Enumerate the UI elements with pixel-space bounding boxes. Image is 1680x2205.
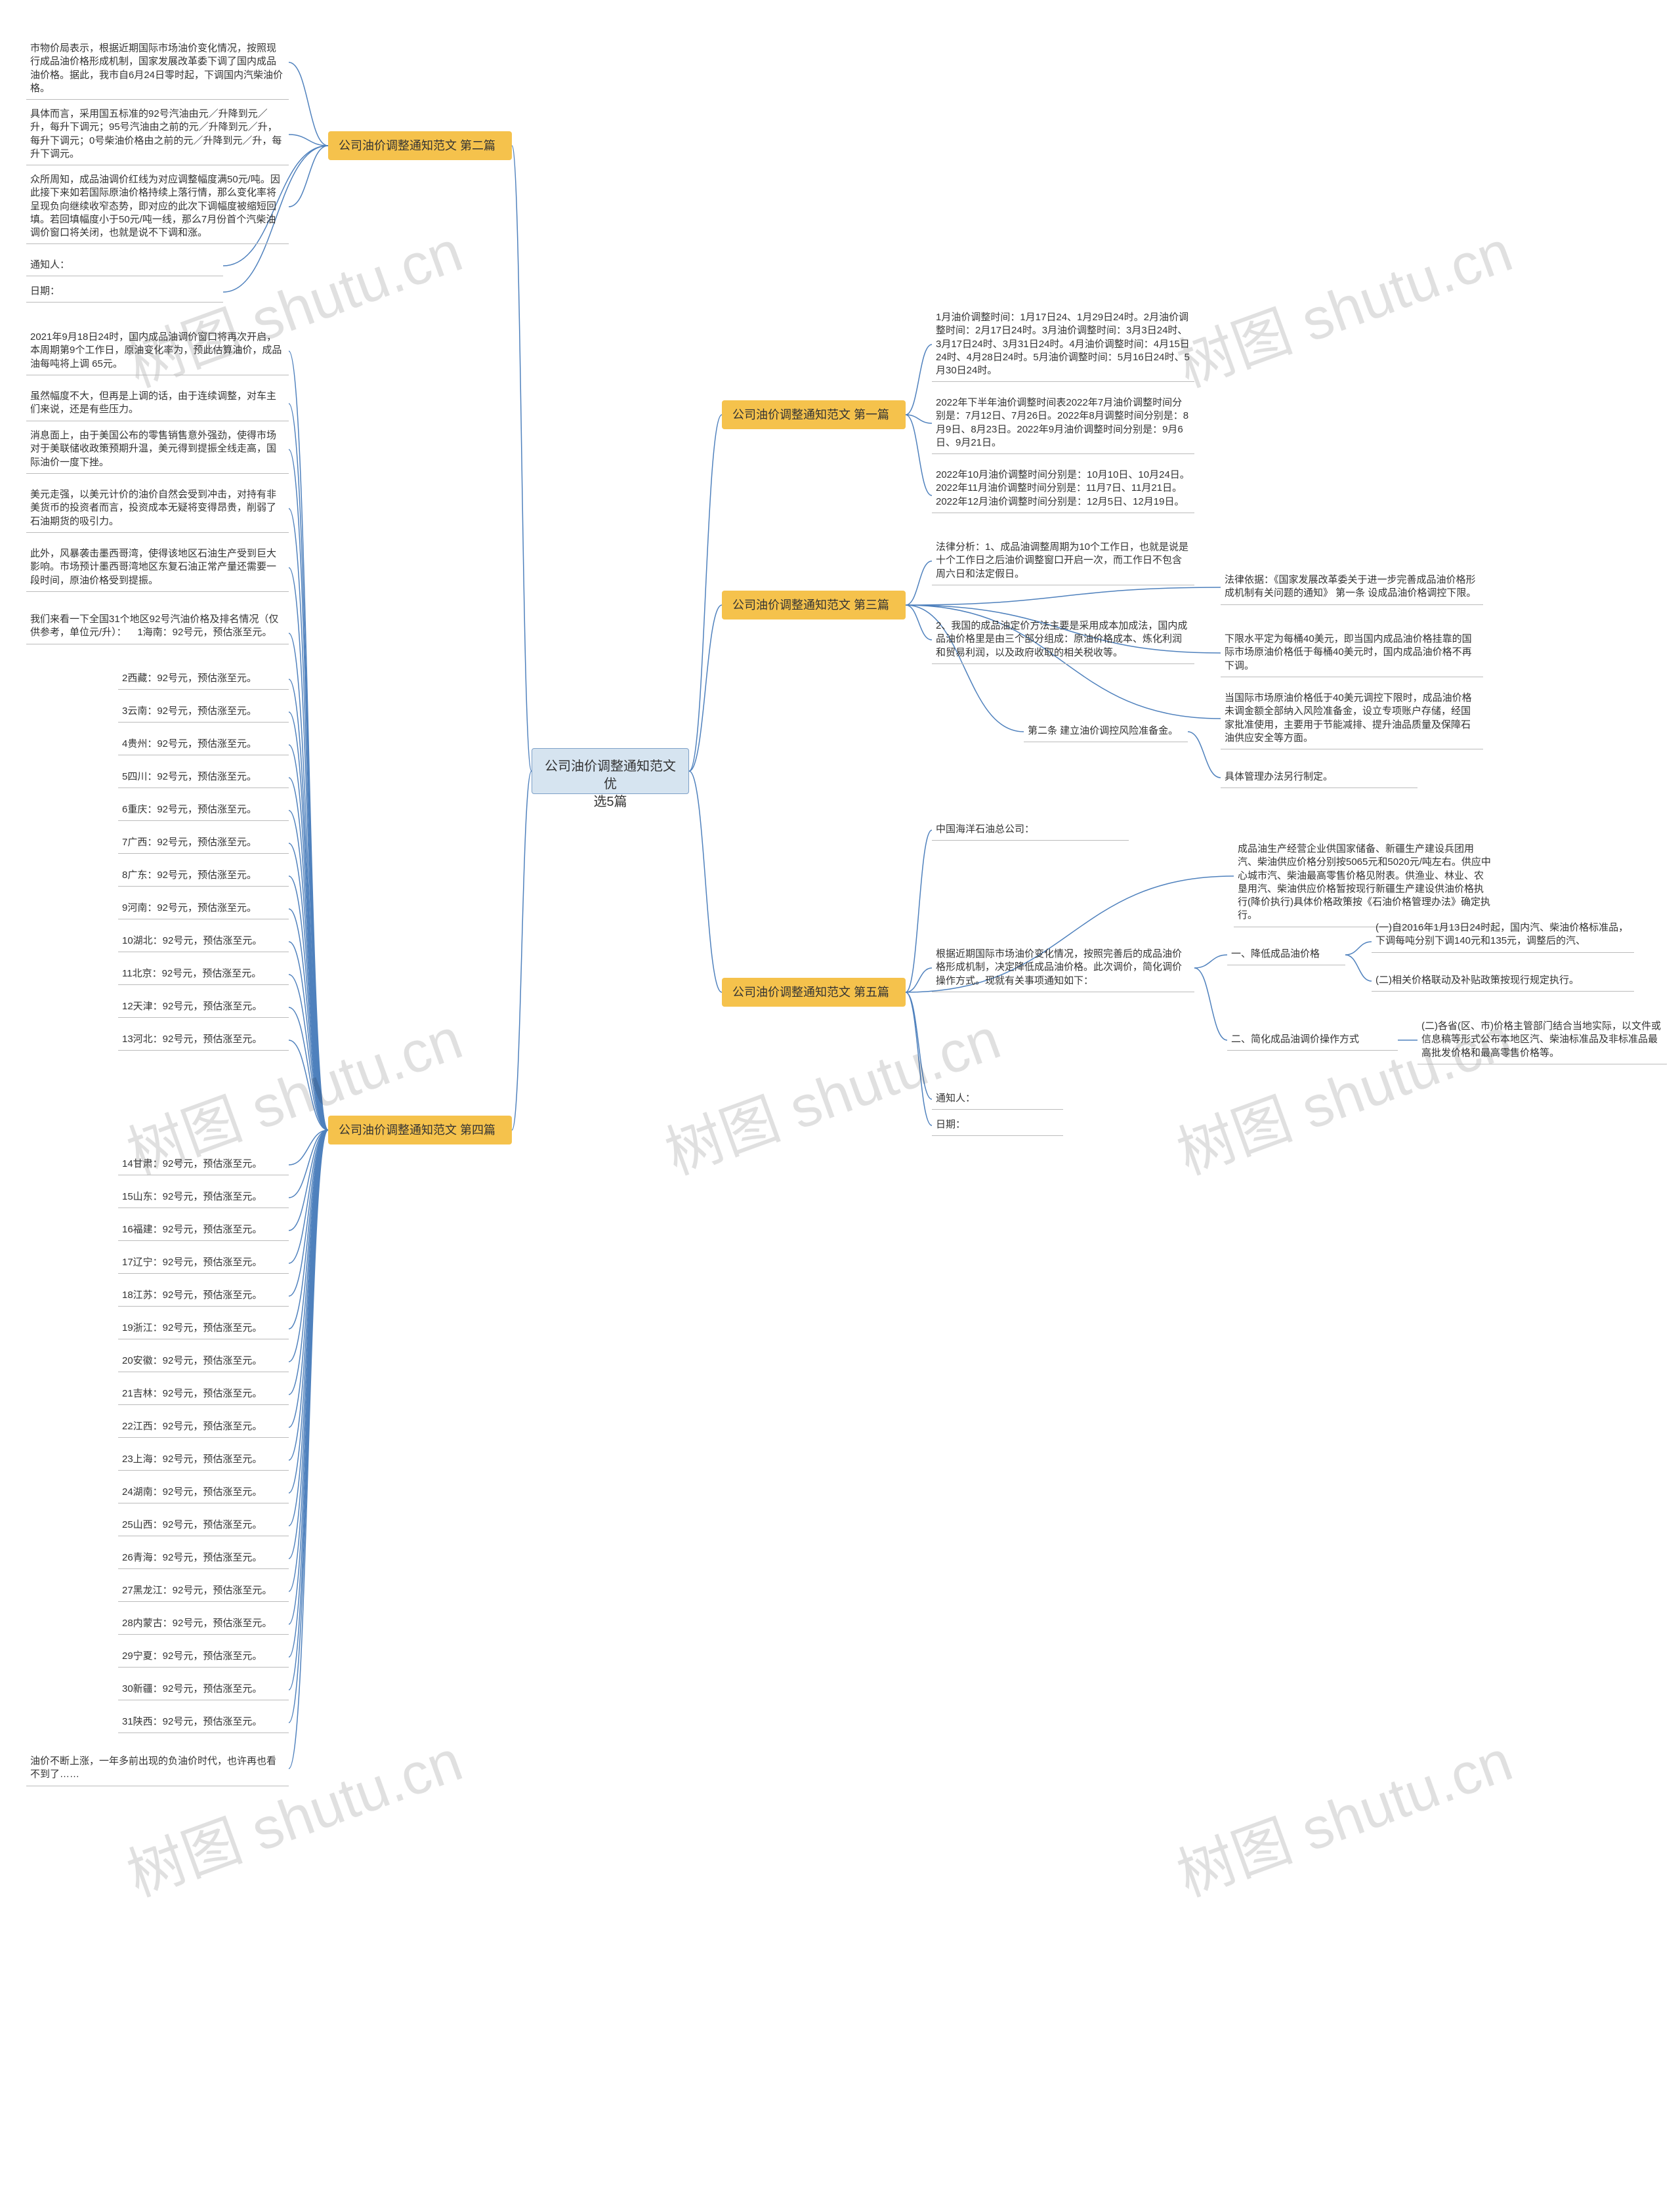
mindmap-leaf: 5四川：92号元，预估涨至元。: [118, 768, 289, 788]
mindmap-leaf: 17辽宁：92号元，预估涨至元。: [118, 1253, 289, 1274]
mindmap-leaf: 26青海：92号元，预估涨至元。: [118, 1549, 289, 1569]
mindmap-branch: 公司油价调整通知范文 第四篇: [328, 1116, 512, 1144]
watermark: 树图 shutu.cn: [1164, 1715, 1521, 1913]
mindmap-leaf: 12天津：92号元，预估涨至元。: [118, 998, 289, 1018]
mindmap-leaf: 我们来看一下全国31个地区92号汽油价格及排名情况（仅供参考，单位元/升）： 1…: [26, 610, 289, 644]
mindmap-leaf: 法律分析：1、成品油调整周期为10个工作日，也就是说是十个工作日之后油价调整窗口…: [932, 538, 1194, 585]
mindmap-leaf: 18江苏：92号元，预估涨至元。: [118, 1286, 289, 1307]
mindmap-leaf: 二、简化成品油调价操作方式: [1227, 1030, 1398, 1051]
mindmap-leaf: 23上海：92号元，预估涨至元。: [118, 1450, 289, 1471]
mindmap-branch: 公司油价调整通知范文 第二篇: [328, 131, 512, 160]
mindmap-leaf: 20安徽：92号元，预估涨至元。: [118, 1352, 289, 1372]
mindmap-leaf: 下限水平定为每桶40美元，即当国内成品油价格挂靠的国际市场原油价格低于每桶40美…: [1221, 630, 1483, 677]
mindmap-leaf: 16福建：92号元，预估涨至元。: [118, 1221, 289, 1241]
mindmap-leaf: 28内蒙古：92号元，预估涨至元。: [118, 1614, 289, 1635]
mindmap-leaf: 市物价局表示，根据近期国际市场油价变化情况，按照现行成品油价格形成机制，国家发展…: [26, 39, 289, 100]
mindmap-leaf: 日期：: [26, 282, 223, 303]
mindmap-leaf: 虽然幅度不大，但再是上调的话，由于连续调整，对车主们来说，还是有些压力。: [26, 387, 289, 421]
mindmap-leaf: 通知人：: [932, 1089, 1063, 1110]
mindmap-leaf: 24湖南：92号元，预估涨至元。: [118, 1483, 289, 1503]
watermark: 树图 shutu.cn: [114, 1715, 471, 1913]
mindmap-leaf: 8广东：92号元，预估涨至元。: [118, 866, 289, 887]
mindmap-branch: 公司油价调整通知范文 第一篇: [722, 400, 906, 429]
mindmap-leaf: 美元走强，以美元计价的油价自然会受到冲击，对持有非美货币的投资者而言，投资成本无…: [26, 486, 289, 533]
mindmap-leaf: 11北京：92号元，预估涨至元。: [118, 965, 289, 985]
mindmap-leaf: 2022年10月油价调整时间分别是：10月10日、10月24日。2022年11月…: [932, 466, 1194, 513]
mindmap-leaf: (二)相关价格联动及补贴政策按现行规定执行。: [1372, 971, 1634, 992]
mindmap-leaf: 29宁夏：92号元，预估涨至元。: [118, 1647, 289, 1668]
mindmap-leaf: 此外，风暴袭击墨西哥湾，使得该地区石油生产受到巨大影响。市场预计墨西哥湾地区东复…: [26, 545, 289, 592]
mindmap-leaf: 2021年9月18日24时，国内成品油调价窗口将再次开启，本周期第9个工作日，原…: [26, 328, 289, 375]
mindmap-leaf: 3云南：92号元，预估涨至元。: [118, 702, 289, 723]
mindmap-leaf: 第二条 建立油价调控风险准备金。: [1024, 722, 1188, 742]
mindmap-leaf: (二)各省(区、市)价格主管部门结合当地实际，以文件或信息稿等形式公布本地区汽、…: [1418, 1017, 1667, 1064]
mindmap-leaf: 当国际市场原油价格低于40美元调控下限时，成品油价格未调金额全部纳入风险准备金，…: [1221, 689, 1483, 749]
mindmap-leaf: 30新疆：92号元，预估涨至元。: [118, 1680, 289, 1700]
mindmap-leaf: 日期：: [932, 1116, 1063, 1136]
mindmap-leaf: 9河南：92号元，预估涨至元。: [118, 899, 289, 919]
mindmap-root: 公司油价调整通知范文优 选5篇: [532, 748, 689, 794]
mindmap-leaf: 31陕西：92号元，预估涨至元。: [118, 1713, 289, 1733]
mindmap-leaf: 油价不断上涨，一年多前出现的负油价时代，也许再也看不到了……: [26, 1752, 289, 1786]
mindmap-leaf: 具体而言，采用国五标准的92号汽油由元／升降到元／升，每升下调元；95号汽油由之…: [26, 105, 289, 165]
mindmap-leaf: 13河北：92号元，预估涨至元。: [118, 1030, 289, 1051]
mindmap-leaf: 根据近期国际市场油价变化情况，按照完善后的成品油价格形成机制，决定降低成品油价格…: [932, 945, 1194, 992]
mindmap-leaf: 成品油生产经营企业供国家储备、新疆生产建设兵团用汽、柴油供应价格分别按5065元…: [1234, 840, 1496, 927]
mindmap-leaf: 25山西：92号元，预估涨至元。: [118, 1516, 289, 1536]
mindmap-leaf: 27黑龙江：92号元，预估涨至元。: [118, 1582, 289, 1602]
mindmap-leaf: 4贵州：92号元，预估涨至元。: [118, 735, 289, 755]
mindmap-leaf: 中国海洋石油总公司：: [932, 820, 1129, 841]
mindmap-leaf: 具体管理办法另行制定。: [1221, 768, 1418, 788]
mindmap-leaf: 通知人：: [26, 256, 223, 276]
mindmap-leaf: 法律依据：《国家发展改革委关于进一步完善成品油价格形成机制有关问题的通知》 第一…: [1221, 571, 1483, 605]
mindmap-leaf: 19浙江：92号元，预估涨至元。: [118, 1319, 289, 1339]
mindmap-leaf: 21吉林：92号元，预估涨至元。: [118, 1385, 289, 1405]
mindmap-leaf: 2、我国的成品油定价方法主要是采用成本加成法，国内成品油价格里是由三个部分组成：…: [932, 617, 1194, 664]
mindmap-leaf: 消息面上，由于美国公布的零售销售意外强劲，使得市场对于美联储收政策预期升温，美元…: [26, 427, 289, 474]
mindmap-leaf: 7广西：92号元，预估涨至元。: [118, 833, 289, 854]
watermark: 树图 shutu.cn: [1164, 205, 1521, 404]
mindmap-leaf: 2022年下半年油价调整时间表2022年7月油价调整时间分别是：7月12日、7月…: [932, 394, 1194, 454]
mindmap-leaf: 一、降低成品油价格: [1227, 945, 1345, 965]
mindmap-branch: 公司油价调整通知范文 第三篇: [722, 591, 906, 620]
mindmap-leaf: 6重庆：92号元，预估涨至元。: [118, 801, 289, 821]
mindmap-leaf: 2西藏：92号元，预估涨至元。: [118, 669, 289, 690]
mindmap-leaf: (一)自2016年1月13日24时起，国内汽、柴油价格标准品，下调每吨分别下调1…: [1372, 919, 1634, 953]
mindmap-leaf: 22江西：92号元，预估涨至元。: [118, 1418, 289, 1438]
mindmap-leaf: 10湖北：92号元，预估涨至元。: [118, 932, 289, 952]
mindmap-leaf: 15山东：92号元，预估涨至元。: [118, 1188, 289, 1208]
mindmap-branch: 公司油价调整通知范文 第五篇: [722, 978, 906, 1007]
mindmap-leaf: 1月油价调整时间：1月17日24、1月29日24时。2月油价调整时间：2月17日…: [932, 308, 1194, 382]
mindmap-leaf: 众所周知，成品油调价红线为对应调整幅度满50元/吨。因此接下来如若国际原油价格持…: [26, 171, 289, 244]
mindmap-leaf: 14甘肃：92号元，预估涨至元。: [118, 1155, 289, 1175]
